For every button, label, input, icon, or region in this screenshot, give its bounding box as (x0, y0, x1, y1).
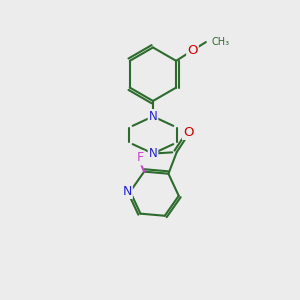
Text: O: O (183, 126, 193, 139)
Text: N: N (148, 110, 157, 123)
Text: F: F (137, 152, 144, 164)
Text: N: N (122, 185, 132, 198)
Text: N: N (148, 147, 157, 160)
Text: CH₃: CH₃ (211, 37, 229, 47)
Text: O: O (187, 44, 198, 57)
